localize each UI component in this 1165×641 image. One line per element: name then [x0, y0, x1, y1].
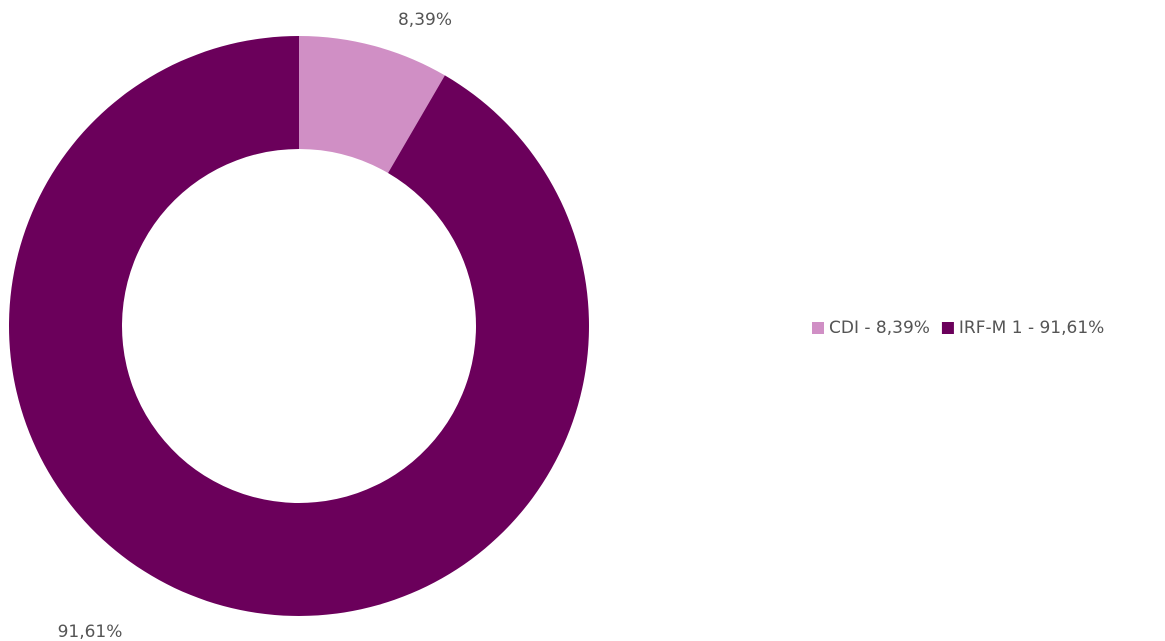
legend-label: IRF-M 1 - 91,61%	[959, 318, 1104, 338]
data-label: 91,61%	[58, 622, 123, 641]
donut-slice	[299, 36, 445, 174]
data-label: 8,39%	[398, 10, 452, 30]
legend-swatch	[941, 322, 954, 334]
legend-label: CDI - 8,39%	[829, 318, 930, 338]
legend-swatch	[812, 322, 824, 334]
donut-slice	[8, 35, 589, 616]
